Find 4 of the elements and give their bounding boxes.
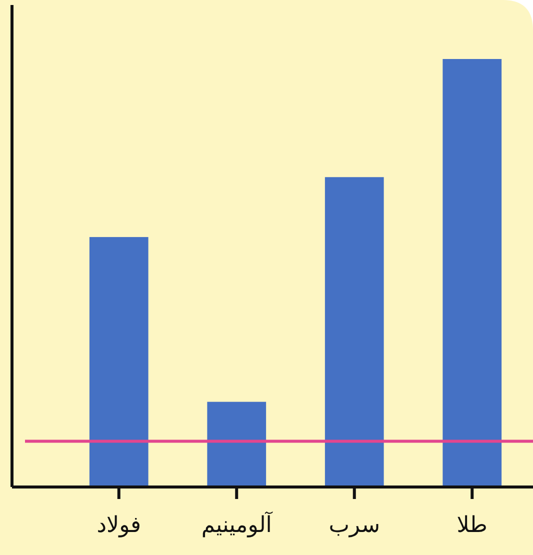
x-tick-label: فولاد xyxy=(96,513,141,538)
x-tick-label: سرب xyxy=(328,513,380,538)
x-tick-label: طلا xyxy=(456,513,488,538)
x-tick-label: آلومینیم xyxy=(201,511,273,538)
